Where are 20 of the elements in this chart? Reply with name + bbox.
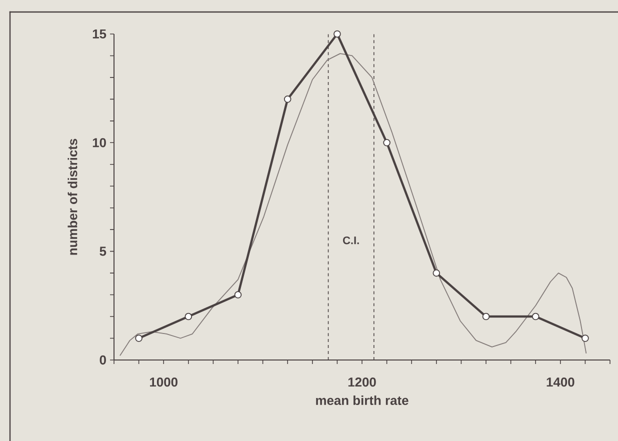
y-tick-label: 15 xyxy=(92,29,106,39)
y-tick-label: 5 xyxy=(100,246,106,256)
point xyxy=(334,30,341,38)
point xyxy=(482,312,490,320)
x-axis-title: mean birth rate xyxy=(316,396,408,406)
x-tick-label: 1000 xyxy=(150,378,178,387)
annotation: C.I. xyxy=(343,236,359,244)
point xyxy=(532,312,540,320)
point xyxy=(234,291,242,298)
point xyxy=(284,96,292,103)
y-axis-title: number of districts xyxy=(68,138,78,255)
point xyxy=(432,269,440,277)
point xyxy=(383,139,390,146)
y-tick-label: 10 xyxy=(92,138,106,148)
x-tick-label: 1200 xyxy=(348,378,376,387)
point xyxy=(184,312,192,320)
x-tick-label: 1400 xyxy=(546,378,574,387)
point xyxy=(135,334,142,342)
y-tick-label: 0 xyxy=(100,355,106,365)
point xyxy=(582,334,589,342)
